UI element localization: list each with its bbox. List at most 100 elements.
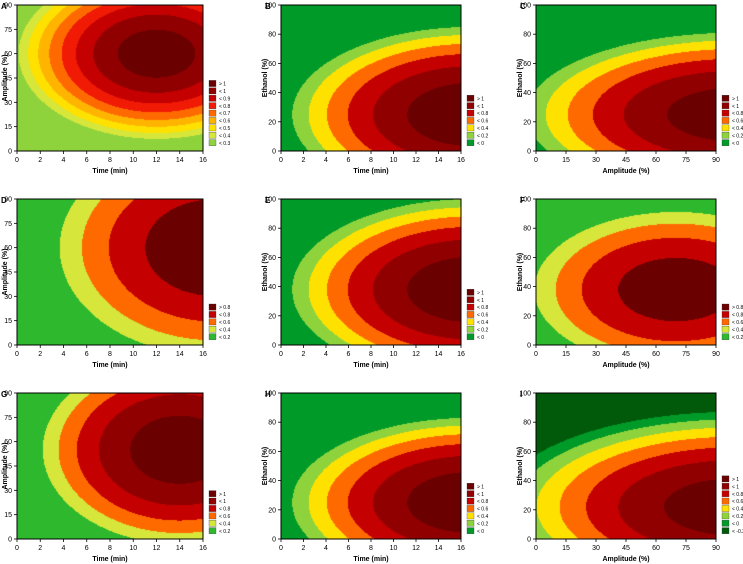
y-tick-label: 90: [4, 3, 12, 10]
y-tick-label: 20: [523, 119, 531, 126]
y-tick-label: 30: [4, 100, 12, 107]
panel-c: C 0 15 30 45 60 75 90 0 20 40 60 80 100 Amplitude (%) E…: [517, 2, 743, 175]
legend: > 1 < 1< 0.8 < 0.6< 0.4< 0.2 < 0: [466, 95, 488, 147]
legend-label: < 0.5: [219, 126, 230, 132]
x-tick-label: 45: [622, 545, 630, 552]
legend-label: > 1: [477, 484, 484, 490]
y-tick-label: 60: [4, 51, 12, 58]
x-tick-label: 4: [62, 545, 66, 552]
x-tick-label: 4: [62, 157, 66, 164]
x-tick-label: 8: [369, 351, 373, 358]
x-tick-label: 6: [85, 351, 89, 358]
legend-label: > 1: [219, 492, 226, 498]
legend-swatch: [721, 520, 730, 527]
legend-label: < 0.4: [477, 514, 488, 520]
panel-a: A 0 2 4 6 8 10 12 14 16 0 15 30 45 60 75 90 Time (min) Amp…: [1, 2, 230, 175]
y-tick-label: 80: [268, 226, 276, 233]
x-tick-label: 60: [652, 545, 660, 552]
legend-swatch: [208, 527, 217, 534]
x-tick-label: 8: [108, 351, 112, 358]
legend-swatch: [466, 497, 475, 505]
y-tick-label: 40: [268, 284, 276, 291]
legend-label: < 0.8: [477, 499, 488, 505]
legend-label: < 0.3: [219, 141, 230, 147]
legend-swatch: [208, 109, 217, 117]
legend-label: < 0.6: [219, 119, 230, 125]
legend-swatch: [466, 95, 475, 102]
y-tick-label: 20: [268, 119, 276, 126]
legend-swatch: [208, 124, 217, 132]
legend-swatch: [466, 296, 475, 303]
legend-swatch: [208, 139, 217, 146]
legend-label: < 0.6: [219, 320, 230, 326]
x-tick-label: 14: [435, 157, 443, 164]
legend-label: < 0.8: [732, 492, 743, 498]
legend-label: < 0: [477, 141, 484, 147]
legend-label: < 0.2: [732, 335, 743, 341]
x-tick-label: 4: [324, 157, 328, 164]
x-tick-label: 14: [176, 157, 184, 164]
x-tick-label: 30: [592, 351, 600, 358]
panel-b: B 0 2 4 6 8 10 12 14 16 0 20 40 60 80 100 Time (min) Etha…: [262, 2, 488, 175]
x-tick-label: 75: [682, 157, 690, 164]
y-tick-label: 40: [268, 478, 276, 485]
y-axis-title: Ethanol (%): [517, 253, 524, 292]
y-axis-title: Ethanol (%): [262, 253, 269, 292]
x-axis-title: Time (min): [353, 556, 388, 563]
y-tick-label: 60: [268, 255, 276, 262]
legend-label: < 0.2: [477, 327, 488, 333]
legend-label: < 1: [477, 298, 484, 304]
legend: > 1 < 1< 0.8 < 0.6< 0.4< 0.2 < 0: [466, 289, 488, 341]
y-axis-title: Ethanol (%): [262, 59, 269, 98]
x-tick-label: 14: [176, 545, 184, 552]
panel-label: C: [520, 2, 526, 11]
panel-i: I 0 15 30 45 60 75 90 0 20 40 60 80 100 Amplitude (%) E…: [517, 390, 743, 563]
y-tick-label: 80: [523, 226, 531, 233]
legend-swatch: [466, 124, 475, 132]
legend-label: < 0: [477, 529, 484, 535]
x-axis-title: Time (min): [92, 556, 127, 563]
contour-field: [281, 393, 461, 539]
y-tick-label: 30: [4, 488, 12, 495]
legend-label: < 0.2: [477, 521, 488, 527]
legend-swatch: [721, 318, 730, 326]
legend-swatch: [208, 95, 217, 102]
panel-label: H: [265, 390, 271, 399]
x-tick-label: 16: [457, 545, 465, 552]
x-tick-label: 90: [712, 351, 720, 358]
legend-label: < 1: [219, 89, 226, 95]
legend-swatch: [208, 505, 217, 512]
legend-swatch: [208, 326, 217, 333]
legend-swatch: [721, 311, 730, 318]
x-tick-label: 6: [347, 351, 351, 358]
legend-swatch: [208, 520, 217, 527]
panel-label: A: [1, 2, 7, 11]
y-tick-label: 60: [268, 61, 276, 68]
legend-label: < 0.7: [219, 111, 230, 117]
x-tick-label: 15: [562, 351, 570, 358]
legend-label: < 0.9: [219, 96, 230, 102]
x-tick-label: 6: [85, 545, 89, 552]
panel-d: D 0 2 4 6 8 10 12 14 16 0 15 30 45 60 75 90 Time (min) Amp…: [1, 196, 230, 369]
legend-swatch: [721, 124, 730, 132]
legend-swatch: [466, 289, 475, 296]
legend-swatch: [721, 303, 730, 311]
y-tick-label: 80: [268, 32, 276, 39]
panel-f: F 0 15 30 45 60 75 90 0 20 40 60 80 100 Amplitude (%) E…: [517, 196, 743, 369]
legend-label: < 0.4: [219, 327, 230, 333]
x-tick-label: 6: [85, 157, 89, 164]
legend-swatch: [466, 117, 475, 124]
legend-swatch: [721, 497, 730, 505]
y-tick-label: 80: [268, 420, 276, 427]
x-tick-label: 6: [347, 157, 351, 164]
x-tick-label: 16: [199, 545, 207, 552]
legend-swatch: [208, 318, 217, 326]
y-tick-label: 60: [4, 439, 12, 446]
legend-swatch: [208, 490, 217, 497]
y-tick-label: 100: [264, 391, 276, 398]
legend: > 0.8 < 0.8< 0.6< 0.4 < 0.2: [721, 303, 743, 341]
y-tick-label: 40: [523, 478, 531, 485]
legend-swatch: [466, 303, 475, 311]
panel-e: E 0 2 4 6 8 10 12 14 16 0 20 40 60 80 100 Time (min) Etha…: [262, 196, 488, 369]
x-tick-label: 8: [369, 545, 373, 552]
